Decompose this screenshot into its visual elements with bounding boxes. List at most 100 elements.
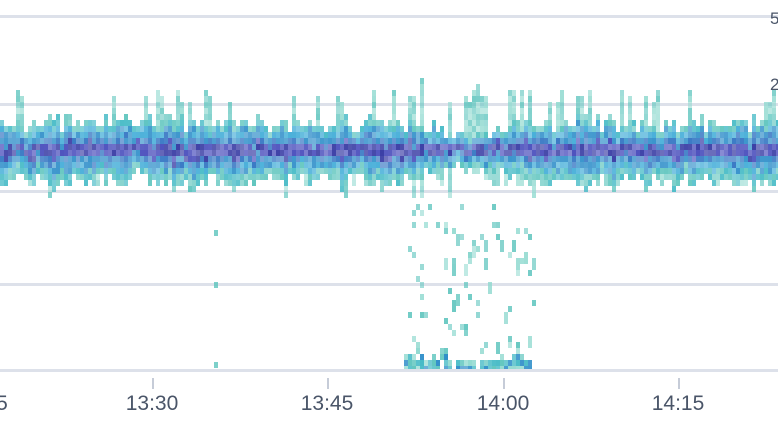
- heatmap-cell: [312, 144, 316, 150]
- heatmap-cell: [284, 150, 288, 156]
- heatmap-cell: [248, 144, 252, 150]
- heatmap-cell: [584, 180, 588, 186]
- heatmap-cell: [344, 132, 348, 138]
- heatmap-cell: [144, 168, 148, 174]
- heatmap-cell: [200, 162, 204, 168]
- heatmap-cell: [232, 174, 236, 180]
- heatmap-cell: [616, 168, 620, 174]
- heatmap-cell: [208, 132, 212, 138]
- heatmap-cell: [740, 132, 744, 138]
- heatmap-cell: [76, 150, 80, 156]
- heatmap-cell: [572, 144, 576, 150]
- heatmap-cell: [80, 132, 84, 138]
- heatmap-cell: [484, 120, 488, 126]
- heatmap-cell: [736, 120, 740, 126]
- heatmap-cell: [164, 144, 168, 150]
- heatmap-cell: [412, 120, 416, 126]
- heatmap-cell: [708, 144, 712, 150]
- heatmap-cell: [420, 138, 424, 144]
- heatmap-cell: [532, 300, 536, 306]
- heatmap-cell: [136, 138, 140, 144]
- heatmap-cell: [140, 168, 144, 174]
- heatmap-cell: [192, 144, 196, 150]
- heatmap-cell: [16, 156, 20, 162]
- heatmap-cell: [764, 114, 768, 120]
- heatmap-cell: [4, 180, 8, 186]
- heatmap-cell: [524, 132, 528, 138]
- heatmap-cell: [584, 126, 588, 132]
- heatmap-cell: [648, 168, 652, 174]
- heatmap-cell: [96, 180, 100, 186]
- heatmap-cell: [164, 120, 168, 126]
- heatmap-cell: [344, 162, 348, 168]
- heatmap-cell: [124, 132, 128, 138]
- heatmap-cell: [608, 138, 612, 144]
- heatmap-cell: [188, 108, 192, 114]
- heatmap-cell: [656, 90, 660, 96]
- heatmap-cell: [656, 102, 660, 108]
- heatmap-cell: [500, 162, 504, 168]
- x-tick-label-0: 5: [0, 392, 8, 415]
- heatmap-cell: [76, 156, 80, 162]
- heatmap-cell: [616, 138, 620, 144]
- plot-area[interactable]: [0, 0, 778, 372]
- heatmap-cell: [168, 150, 172, 156]
- heatmap-cell: [592, 144, 596, 150]
- heatmap-cell: [56, 114, 60, 120]
- heatmap-cell: [764, 108, 768, 114]
- heatmap-cell: [16, 96, 20, 102]
- heatmap-cell: [472, 360, 476, 366]
- heatmap-cell: [20, 162, 24, 168]
- heatmap-cell: [188, 180, 192, 186]
- heatmap-cell: [436, 156, 440, 162]
- heatmap-cell: [576, 168, 580, 174]
- heatmap-cell: [680, 156, 684, 162]
- heatmap-cell: [164, 156, 168, 162]
- heatmap-cell: [332, 126, 336, 132]
- heatmap-cell: [84, 138, 88, 144]
- heatmap-cell: [228, 138, 232, 144]
- heatmap-cell: [508, 144, 512, 150]
- heatmap-cell: [612, 150, 616, 156]
- heatmap-cell: [0, 162, 4, 168]
- heatmap-cell: [444, 156, 448, 162]
- heatmap-cell: [168, 174, 172, 180]
- heatmap-cell: [24, 162, 28, 168]
- heatmap-cell: [264, 126, 268, 132]
- heatmap-cell: [192, 174, 196, 180]
- heatmap-cell: [176, 174, 180, 180]
- heatmap-cell: [588, 162, 592, 168]
- heatmap-cell: [272, 162, 276, 168]
- heatmap-cell: [24, 168, 28, 174]
- heatmap-cell: [292, 132, 296, 138]
- heatmap-cell: [336, 150, 340, 156]
- heatmap-cell: [140, 156, 144, 162]
- heatmap-cell: [476, 168, 480, 174]
- heatmap-cell: [756, 126, 760, 132]
- heatmap-cell: [12, 156, 16, 162]
- heatmap-cell: [620, 162, 624, 168]
- heatmap-cell: [272, 150, 276, 156]
- heatmap-cell: [24, 132, 28, 138]
- heatmap-cell: [220, 126, 224, 132]
- heatmap-cell: [304, 156, 308, 162]
- heatmap-cell: [188, 126, 192, 132]
- heatmap-cell: [488, 162, 492, 168]
- heatmap-cell: [392, 150, 396, 156]
- heatmap-cell: [624, 150, 628, 156]
- heatmap-cell: [336, 120, 340, 126]
- heatmap-cell: [668, 132, 672, 138]
- heatmap-cell: [728, 168, 732, 174]
- heatmap-cell: [560, 96, 564, 102]
- heatmap-cell: [504, 168, 508, 174]
- heatmap-cell: [616, 156, 620, 162]
- heatmap-cell: [304, 144, 308, 150]
- heatmap-cell: [64, 144, 68, 150]
- heatmap-cell: [444, 138, 448, 144]
- heatmap-cell: [772, 174, 776, 180]
- heatmap-cell: [532, 162, 536, 168]
- heatmap-cell: [440, 150, 444, 156]
- heatmap-cell: [652, 126, 656, 132]
- heatmap-cell: [584, 162, 588, 168]
- heatmap-cell: [692, 174, 696, 180]
